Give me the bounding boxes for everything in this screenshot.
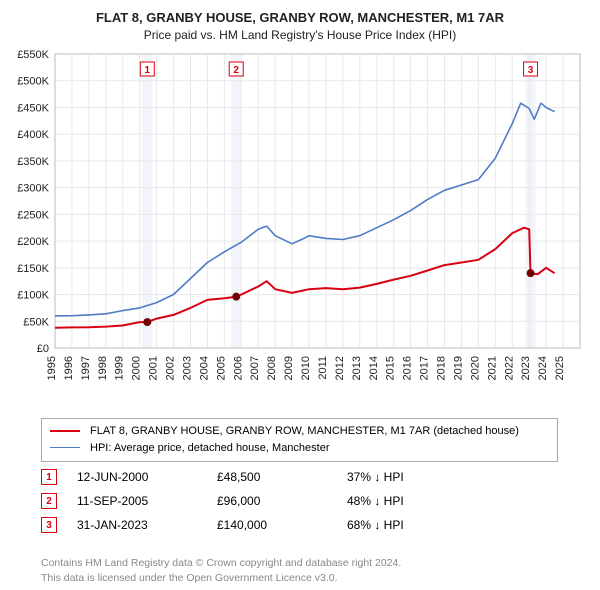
- svg-text:2008: 2008: [266, 356, 278, 380]
- svg-text:1996: 1996: [63, 356, 75, 380]
- event-row: 2 11-SEP-2005 £96,000 48% ↓ HPI: [41, 489, 558, 513]
- event-date: 11-SEP-2005: [77, 494, 197, 508]
- footer-attribution: Contains HM Land Registry data © Crown c…: [41, 556, 401, 585]
- svg-text:£550K: £550K: [17, 49, 49, 61]
- svg-text:2006: 2006: [232, 356, 244, 380]
- event-number-box: 3: [41, 517, 57, 533]
- event-delta: 48% ↓ HPI: [347, 494, 404, 508]
- svg-text:1: 1: [145, 65, 151, 76]
- svg-text:2013: 2013: [351, 356, 363, 380]
- svg-text:2016: 2016: [402, 356, 414, 380]
- svg-text:2000: 2000: [131, 356, 143, 380]
- svg-text:2015: 2015: [385, 356, 397, 380]
- chart-plot-area: £0 £50K £100K £150K £200K £250K £300K £350K £400…: [0, 48, 600, 408]
- svg-text:2011: 2011: [317, 356, 329, 380]
- legend-row: HPI: Average price, detached house, Manc…: [50, 440, 549, 457]
- svg-text:2018: 2018: [436, 356, 448, 380]
- footer-line-1: Contains HM Land Registry data © Crown c…: [41, 556, 401, 571]
- svg-text:2022: 2022: [503, 356, 515, 380]
- svg-text:£100K: £100K: [17, 290, 49, 302]
- svg-text:£250K: £250K: [17, 209, 49, 221]
- event-number-box: 2: [41, 493, 57, 509]
- event-price: £140,000: [217, 518, 327, 532]
- svg-text:2003: 2003: [181, 356, 193, 380]
- svg-text:£50K: £50K: [23, 316, 49, 328]
- svg-text:2020: 2020: [469, 356, 481, 380]
- svg-text:2014: 2014: [368, 356, 380, 380]
- svg-text:2023: 2023: [520, 356, 532, 380]
- svg-text:2010: 2010: [300, 356, 312, 380]
- chart-container: FLAT 8, GRANBY HOUSE, GRANBY ROW, MANCHE…: [0, 0, 600, 590]
- event-number-box: 1: [41, 469, 57, 485]
- svg-text:2: 2: [233, 65, 239, 76]
- chart-title: FLAT 8, GRANBY HOUSE, GRANBY ROW, MANCHE…: [0, 0, 600, 25]
- svg-text:2012: 2012: [334, 356, 346, 380]
- svg-text:1995: 1995: [46, 356, 58, 380]
- legend-label: FLAT 8, GRANBY HOUSE, GRANBY ROW, MANCHE…: [90, 423, 519, 440]
- svg-text:2024: 2024: [537, 356, 549, 380]
- chart-subtitle: Price paid vs. HM Land Registry's House …: [0, 25, 600, 42]
- footer-line-2: This data is licensed under the Open Gov…: [41, 571, 401, 586]
- svg-text:£0: £0: [37, 343, 49, 355]
- legend-row: FLAT 8, GRANBY HOUSE, GRANBY ROW, MANCHE…: [50, 423, 549, 440]
- event-delta: 37% ↓ HPI: [347, 470, 404, 484]
- svg-text:3: 3: [528, 65, 534, 76]
- svg-text:£350K: £350K: [17, 156, 49, 168]
- legend-box: FLAT 8, GRANBY HOUSE, GRANBY ROW, MANCHE…: [41, 418, 558, 462]
- event-delta: 68% ↓ HPI: [347, 518, 404, 532]
- event-date: 12-JUN-2000: [77, 470, 197, 484]
- chart-svg: £0 £50K £100K £150K £200K £250K £300K £350K £400…: [0, 48, 600, 408]
- svg-text:2009: 2009: [283, 356, 295, 380]
- svg-text:2021: 2021: [486, 356, 498, 380]
- svg-text:1997: 1997: [80, 356, 92, 380]
- event-row: 3 31-JAN-2023 £140,000 68% ↓ HPI: [41, 513, 558, 537]
- svg-text:1998: 1998: [97, 356, 109, 380]
- svg-text:£300K: £300K: [17, 183, 49, 195]
- event-row: 1 12-JUN-2000 £48,500 37% ↓ HPI: [41, 465, 558, 489]
- legend-label: HPI: Average price, detached house, Manc…: [90, 440, 330, 457]
- svg-text:2002: 2002: [165, 356, 177, 380]
- svg-text:£500K: £500K: [17, 76, 49, 88]
- svg-text:£450K: £450K: [17, 102, 49, 114]
- svg-text:2004: 2004: [198, 356, 210, 380]
- svg-text:2019: 2019: [452, 356, 464, 380]
- svg-text:2007: 2007: [249, 356, 261, 380]
- event-price: £48,500: [217, 470, 327, 484]
- svg-text:2001: 2001: [148, 356, 160, 380]
- svg-text:1999: 1999: [114, 356, 126, 380]
- svg-text:2025: 2025: [554, 356, 566, 380]
- svg-text:£400K: £400K: [17, 129, 49, 141]
- events-list: 1 12-JUN-2000 £48,500 37% ↓ HPI 2 11-SEP-2005…: [41, 465, 558, 537]
- legend-swatch: [50, 430, 80, 432]
- event-date: 31-JAN-2023: [77, 518, 197, 532]
- svg-text:£200K: £200K: [17, 236, 49, 248]
- legend-swatch: [50, 447, 80, 448]
- svg-text:2017: 2017: [419, 356, 431, 380]
- svg-text:£150K: £150K: [17, 263, 49, 275]
- svg-text:2005: 2005: [215, 356, 227, 380]
- event-price: £96,000: [217, 494, 327, 508]
